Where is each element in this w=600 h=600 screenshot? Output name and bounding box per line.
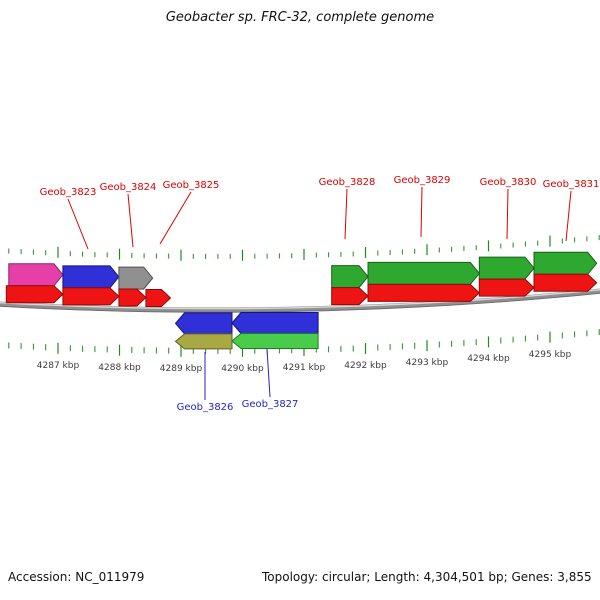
gene-arrow [478, 278, 535, 297]
gene-label: Geob_3829 [393, 175, 451, 186]
scale-label: 4287 kbp [36, 360, 80, 371]
genome-backbone [0, 292, 600, 313]
label-leader-line [344, 188, 348, 240]
label-leader-line [266, 348, 271, 398]
gene-label: Geob_3831 [542, 179, 600, 190]
scale-label: 4295 kbp [528, 349, 572, 360]
label-leader-line [127, 193, 134, 248]
gene-arrow [367, 283, 481, 302]
page-title: Geobacter sp. FRC-32, complete genome [165, 10, 435, 25]
gene-arrow [331, 287, 369, 306]
accession-text: Accession: NC_011979 [8, 570, 145, 584]
scale-label: 4293 kbp [405, 358, 449, 369]
label-leader-line [565, 190, 572, 242]
gene-label: Geob_3823 [39, 187, 97, 198]
scale-label: 4291 kbp [282, 362, 326, 373]
genome-backbone [0, 288, 600, 313]
gene-arrow [8, 263, 64, 287]
gene-arrow [118, 288, 147, 307]
gene-label: Geob_3824 [99, 182, 157, 193]
scale-label: 4294 kbp [467, 354, 510, 365]
label-leader-line [506, 188, 509, 240]
genome-summary-text: Topology: circular; Length: 4,304,501 bp… [262, 570, 592, 584]
gene-label: Geob_3830 [479, 177, 537, 188]
gene-arrow [62, 287, 120, 306]
gene-arrow [231, 333, 319, 349]
scale-label: 4292 kbp [344, 361, 387, 372]
label-leader-line [159, 191, 192, 245]
scale-label: 4288 kbp [98, 362, 141, 373]
gene-label: Geob_3827 [241, 399, 299, 410]
gene-arrow [174, 312, 233, 335]
genome-backbone [0, 289, 600, 310]
gene-label: Geob_3828 [318, 177, 376, 188]
scale-label: 4290 kbp [221, 363, 264, 374]
label-leader-line [67, 198, 89, 250]
gene-arrow [533, 273, 598, 292]
gene-arrow [331, 265, 369, 289]
gene-arrow [367, 261, 480, 285]
gene-arrow [62, 265, 120, 289]
gene-label: Geob_3826 [176, 402, 234, 413]
gene-arrow [174, 333, 233, 350]
gene-arrow [145, 289, 172, 307]
gene-arrow [533, 251, 598, 275]
gene-label: Geob_3825 [162, 180, 220, 191]
gene-arrow [118, 266, 154, 290]
gene-arrow [5, 285, 64, 304]
gene-arrow [231, 312, 319, 334]
gene-arrow [478, 256, 535, 280]
scale-label: 4289 kbp [159, 363, 203, 374]
label-leader-line [420, 186, 423, 238]
